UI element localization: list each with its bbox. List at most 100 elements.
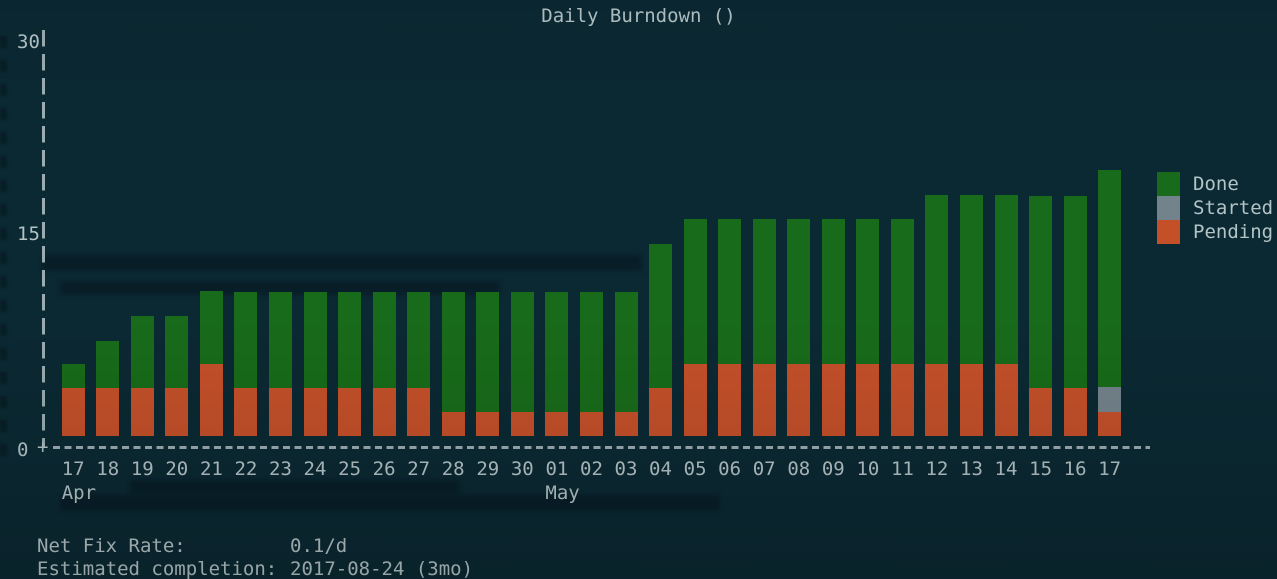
screen-edge-artifact — [0, 36, 7, 468]
bar-segment-done — [303, 291, 327, 389]
bar-segment-pending — [199, 363, 223, 436]
bar-segment-done — [338, 291, 362, 389]
bar-segment-pending — [372, 388, 396, 436]
bar-segment-done — [476, 291, 500, 412]
month-label-may: May — [545, 482, 580, 504]
net-fix-rate-value: 0.1/d — [290, 535, 348, 557]
bar-segment-done — [787, 219, 811, 364]
bar-segment-pending — [130, 388, 154, 436]
bar-segment-done — [683, 219, 707, 364]
x-tick-label: 18 — [96, 458, 120, 480]
bar-segment-pending — [856, 363, 880, 436]
bar-segment-pending — [269, 388, 292, 436]
y-axis-tick-0: 0 — [17, 439, 29, 461]
bar-segment-done — [649, 243, 672, 389]
bar-segment-done — [960, 194, 983, 364]
legend-label: Done — [1193, 173, 1239, 195]
x-tick-label: 08 — [787, 458, 811, 480]
x-tick-label: 05 — [683, 458, 707, 480]
x-tick-label: 04 — [649, 458, 672, 480]
bar-segment-pending — [476, 411, 500, 436]
x-tick-label: 14 — [994, 458, 1018, 480]
x-tick-label: 17 — [61, 458, 85, 480]
x-tick-label: 16 — [1063, 458, 1087, 480]
x-tick-label: 19 — [130, 458, 154, 480]
bar-segment-done — [269, 291, 292, 389]
bar-segment-done — [1098, 170, 1122, 387]
x-tick-label: 15 — [1029, 458, 1053, 480]
x-tick-label: 26 — [372, 458, 396, 480]
bar-segment-pending — [234, 388, 258, 436]
bar-segment-pending — [821, 363, 845, 436]
bar-segment-done — [372, 291, 396, 389]
x-axis-line — [53, 446, 1150, 449]
legend: Done Started Pending — [1157, 172, 1273, 244]
ghost-artifact — [42, 255, 642, 271]
bar-segment-pending — [510, 411, 534, 436]
x-tick-label: 28 — [441, 458, 465, 480]
legend-item-done: Done — [1157, 172, 1273, 196]
bar-segment-pending — [96, 388, 120, 436]
bar-segment-done — [718, 219, 742, 364]
bar-segment-done — [1063, 196, 1087, 389]
bar-segment-done — [165, 316, 189, 389]
ghost-artifact — [60, 495, 720, 511]
net-fix-rate-line: Net Fix Rate: 0.1/d — [37, 534, 347, 558]
bar-segment-done — [925, 194, 949, 364]
legend-swatch-started — [1157, 196, 1180, 220]
y-axis-tick-30: 30 — [17, 31, 40, 53]
legend-label: Pending — [1193, 221, 1274, 243]
bar-segment-pending — [580, 411, 603, 436]
month-label-apr: Apr — [61, 482, 97, 504]
x-tick-label: 22 — [234, 458, 258, 480]
x-tick-label: 09 — [821, 458, 845, 480]
x-tick-label: 01 — [545, 458, 569, 480]
x-tick-label: 13 — [960, 458, 983, 480]
bar-segment-done — [61, 363, 85, 389]
bar-segment-pending — [338, 388, 362, 436]
bar-segment-pending — [925, 363, 949, 436]
bar-segment-done — [856, 219, 880, 364]
legend-item-pending: Pending — [1157, 220, 1273, 244]
bar-segment-done — [407, 291, 431, 389]
bar-segment-done — [994, 194, 1018, 364]
bar-segment-done — [130, 316, 154, 389]
bar-segment-done — [96, 340, 120, 389]
bar-segment-done — [234, 291, 258, 389]
bar-segment-pending — [1029, 388, 1053, 436]
bar-segment-pending — [545, 411, 569, 436]
bar-segment-pending — [1098, 411, 1122, 436]
ghost-artifact — [130, 480, 460, 493]
bar-segment-pending — [994, 363, 1018, 436]
bar-segment-pending — [683, 363, 707, 436]
chart-title: Daily Burndown () — [541, 5, 736, 27]
x-tick-label: 02 — [580, 458, 603, 480]
bar-segment-pending — [752, 363, 776, 436]
bar-segment-pending — [165, 388, 189, 436]
bar-segment-done — [752, 219, 776, 364]
bar-segment-done — [821, 219, 845, 364]
x-tick-label: 27 — [407, 458, 431, 480]
net-fix-rate-label: Net Fix Rate: — [37, 535, 186, 557]
x-tick-label: 29 — [476, 458, 500, 480]
x-tick-label: 17 — [1098, 458, 1122, 480]
x-tick-label: 06 — [718, 458, 742, 480]
x-tick-label: 21 — [199, 458, 223, 480]
legend-swatch-pending — [1157, 220, 1180, 244]
bar-segment-started — [1098, 387, 1122, 412]
y-axis-tick-15: 15 — [17, 223, 40, 245]
bar-segment-done — [1029, 196, 1053, 389]
bar-segment-pending — [1063, 388, 1087, 436]
bar-segment-done — [580, 291, 603, 412]
x-tick-label: 03 — [614, 458, 638, 480]
legend-label: Started — [1193, 197, 1274, 219]
bar-segment-pending — [407, 388, 431, 436]
legend-item-started: Started — [1157, 196, 1273, 220]
x-tick-label: 11 — [890, 458, 914, 480]
y-axis-line — [42, 30, 45, 447]
bar-segment-pending — [614, 411, 638, 436]
estimated-completion-line: Estimated completion: 2017-08-24 (3mo) — [37, 557, 473, 579]
bar-segment-pending — [441, 411, 465, 436]
bar-segment-pending — [649, 388, 672, 436]
